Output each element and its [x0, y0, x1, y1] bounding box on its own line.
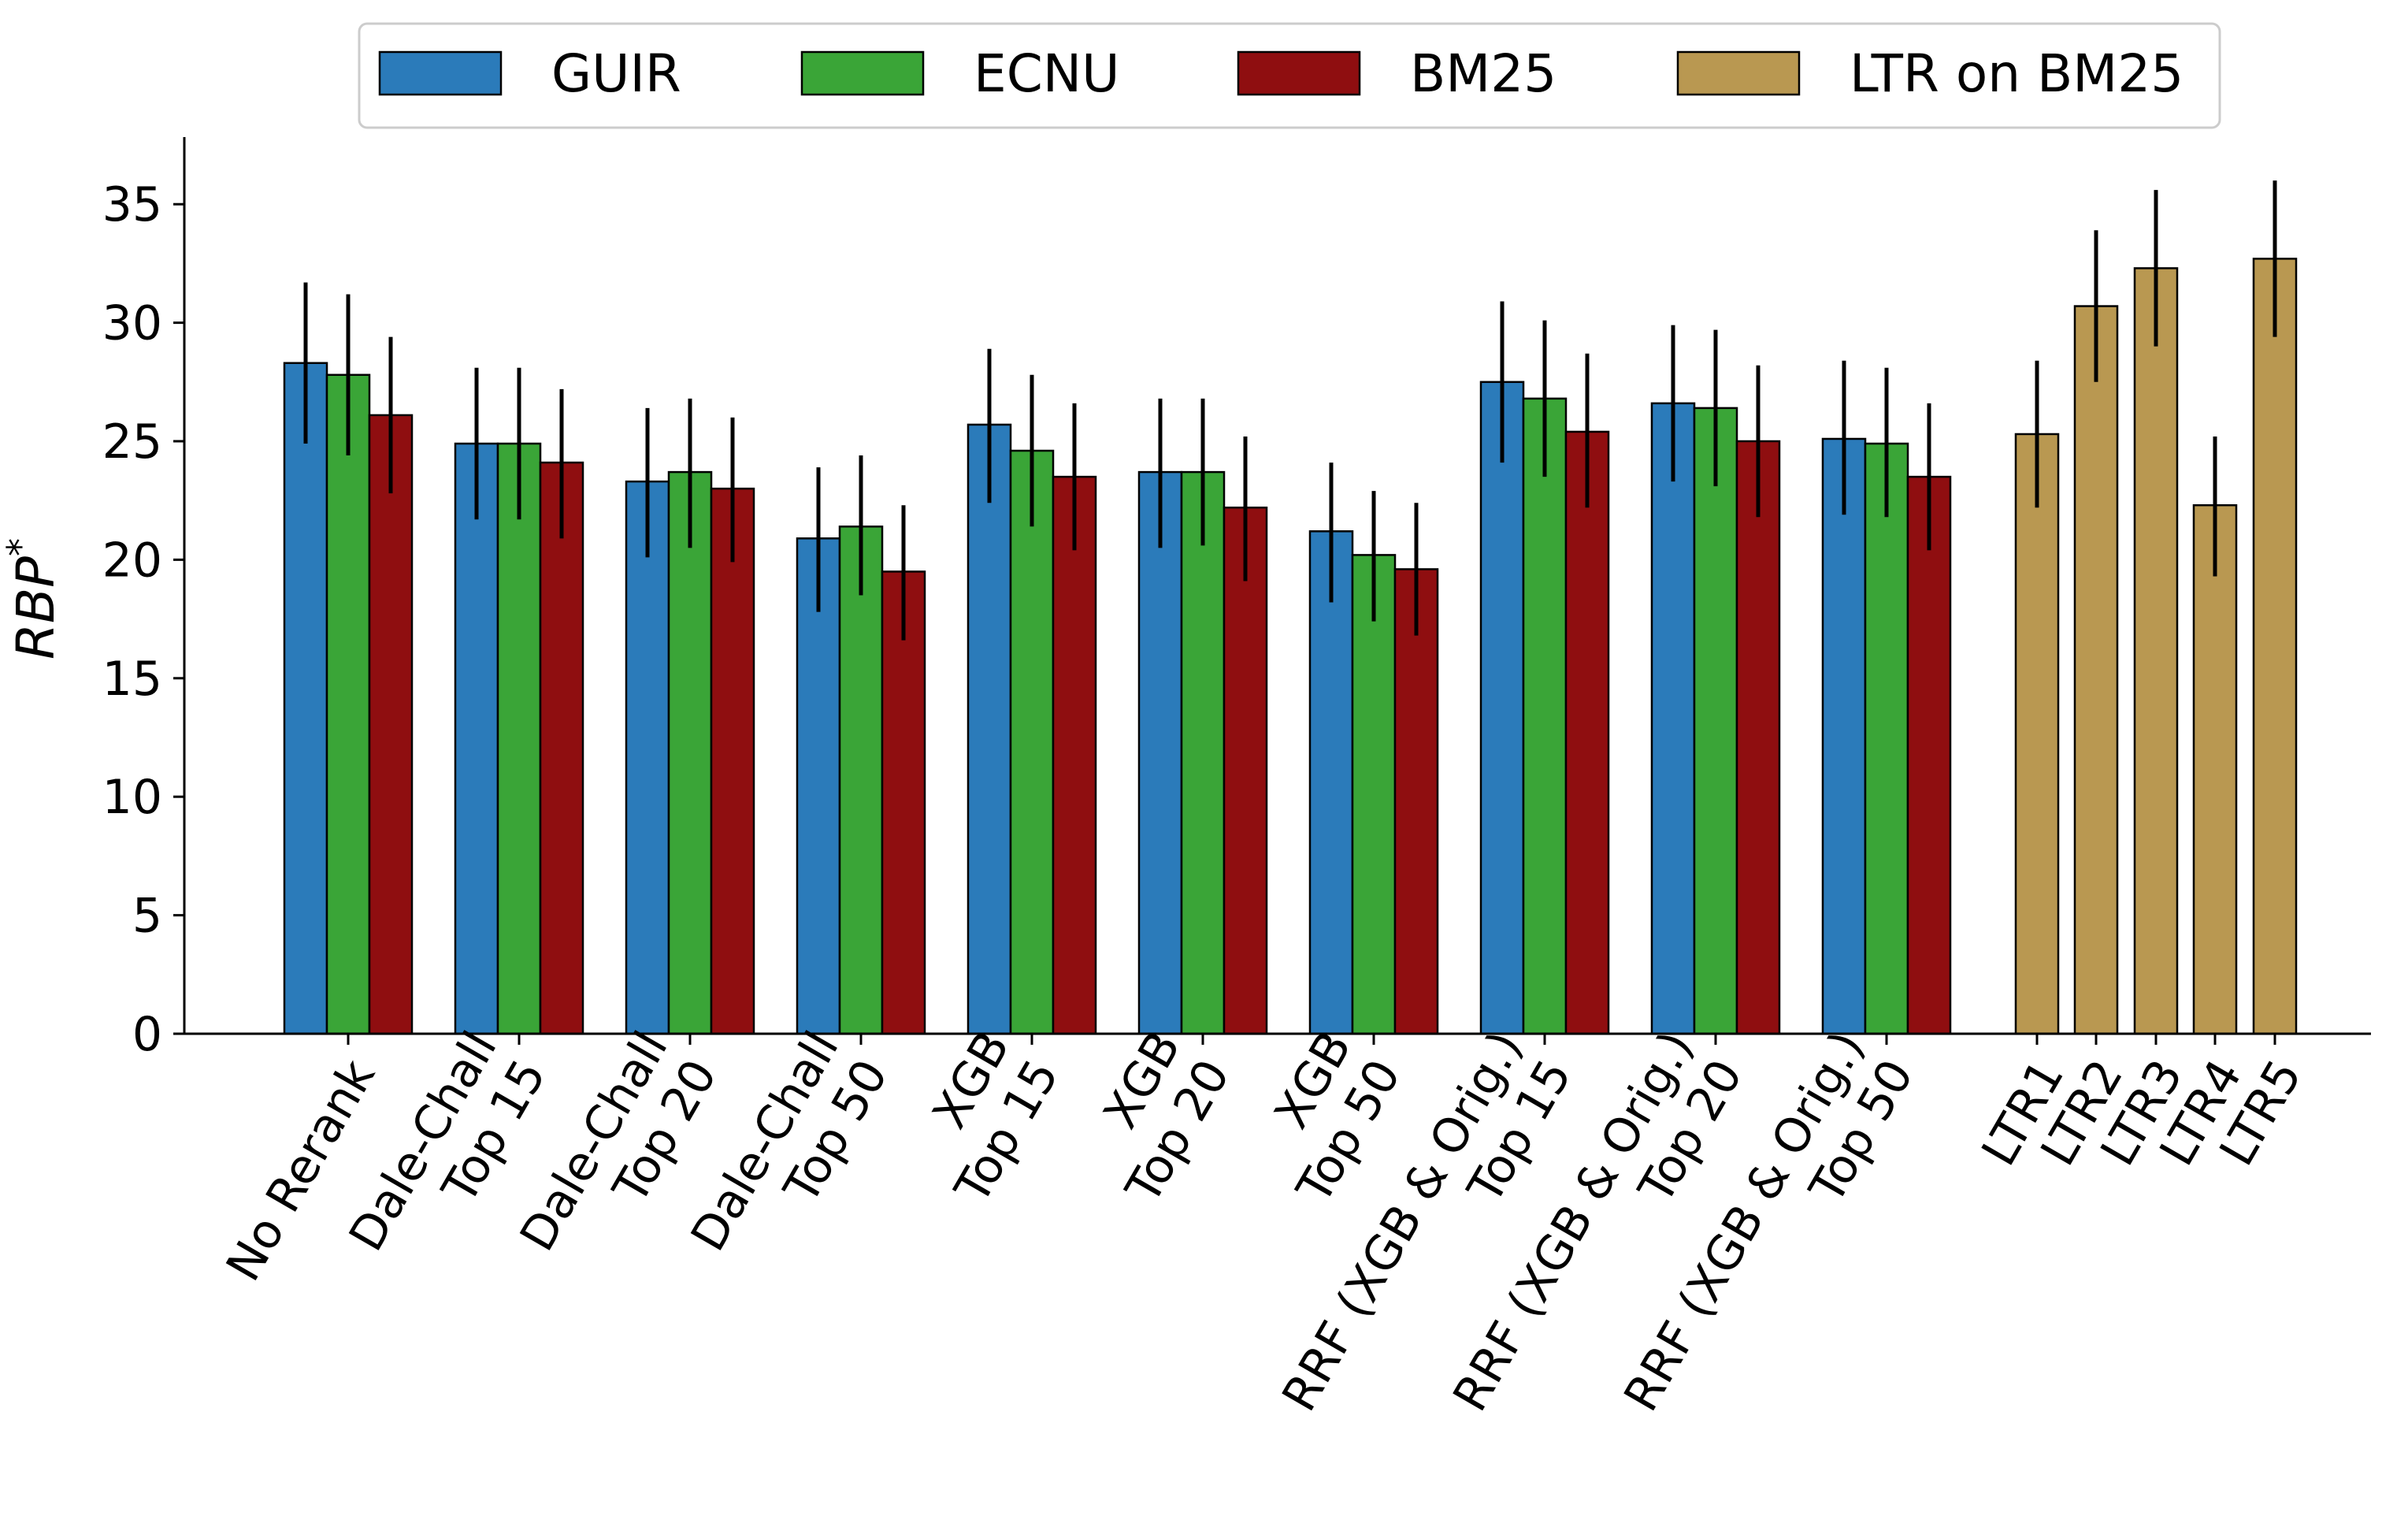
bar-guir-2 [625, 480, 670, 1035]
bar-bm25-8 [1735, 440, 1781, 1035]
bar-bm25-9 [1906, 475, 1952, 1035]
y-tick-label-20: 20 [102, 533, 162, 588]
bar-guir-8 [1650, 402, 1696, 1035]
bar-ecnu-4 [1009, 449, 1055, 1035]
bar-ltr-4 [2192, 503, 2238, 1035]
legend-swatch-1 [800, 50, 925, 96]
bars-layer [283, 258, 2298, 1035]
bar-bm25-5 [1223, 506, 1268, 1035]
bar-bm25-6 [1393, 568, 1439, 1035]
bar-ltr-2 [2073, 305, 2119, 1035]
bar-ecnu-8 [1693, 407, 1738, 1035]
y-axis-label-superscript: * [0, 538, 42, 556]
legend-swatch-3 [1676, 50, 1801, 96]
bar-bm25-2 [710, 487, 755, 1035]
bar-bm25-1 [539, 461, 584, 1035]
x-tick-label-0: No Rerank [216, 1050, 386, 1290]
y-tick-label-30: 30 [102, 296, 162, 351]
bar-ecnu-7 [1522, 397, 1568, 1035]
bar-ecnu-6 [1351, 554, 1397, 1035]
bar-bm25-0 [368, 414, 414, 1035]
bar-guir-6 [1308, 530, 1354, 1035]
legend-swatch-0 [378, 50, 503, 96]
x-tick-label-line: No Rerank [216, 1050, 386, 1290]
y-tick-label-0: 0 [132, 1007, 162, 1062]
y-tick-label-25: 25 [102, 414, 162, 470]
bar-ecnu-0 [325, 373, 371, 1035]
bar-ltr-3 [2133, 267, 2179, 1035]
legend-label-1: ECNU [974, 43, 1119, 104]
y-tick-label-10: 10 [102, 770, 162, 825]
bar-guir-9 [1821, 437, 1867, 1035]
bar-guir-3 [796, 537, 841, 1035]
bar-bm25-4 [1052, 475, 1097, 1035]
bar-ecnu-1 [496, 442, 542, 1035]
bar-ecnu-3 [838, 526, 884, 1035]
bar-bm25-3 [881, 570, 926, 1035]
bar-ecnu-5 [1180, 470, 1226, 1035]
svg-text:RBP*: RBP* [0, 538, 66, 659]
axes [183, 137, 2371, 1035]
y-ticks: 0 5 10 15 20 25 30 35 [102, 177, 184, 1062]
bar-ltr-5 [2252, 258, 2298, 1035]
bar-ecnu-9 [1864, 442, 1909, 1035]
errorbars-layer [303, 180, 2277, 641]
y-axis-label: RBP* [0, 538, 66, 659]
y-axis-label-text: RBP [6, 556, 66, 659]
legend-label-2: BM25 [1410, 43, 1556, 104]
bar-guir-5 [1137, 470, 1183, 1035]
legend-swatch-2 [1237, 50, 1361, 96]
y-tick-label-35: 35 [102, 177, 162, 232]
bar-bm25-7 [1564, 430, 1610, 1035]
legend-label-3: LTR on BM25 [1850, 43, 2184, 104]
legend-label-0: GUIR [551, 43, 681, 104]
legend: GUIR ECNU BM25 LTR on BM25 [358, 22, 2221, 129]
bar-guir-4 [967, 423, 1012, 1035]
bar-ltr-1 [2014, 433, 2060, 1035]
y-tick-label-5: 5 [132, 889, 162, 944]
bar-guir-7 [1479, 381, 1525, 1035]
y-tick-label-15: 15 [102, 652, 162, 707]
bar-guir-0 [283, 362, 328, 1035]
bar-ecnu-2 [667, 470, 713, 1035]
bar-guir-1 [454, 442, 499, 1035]
